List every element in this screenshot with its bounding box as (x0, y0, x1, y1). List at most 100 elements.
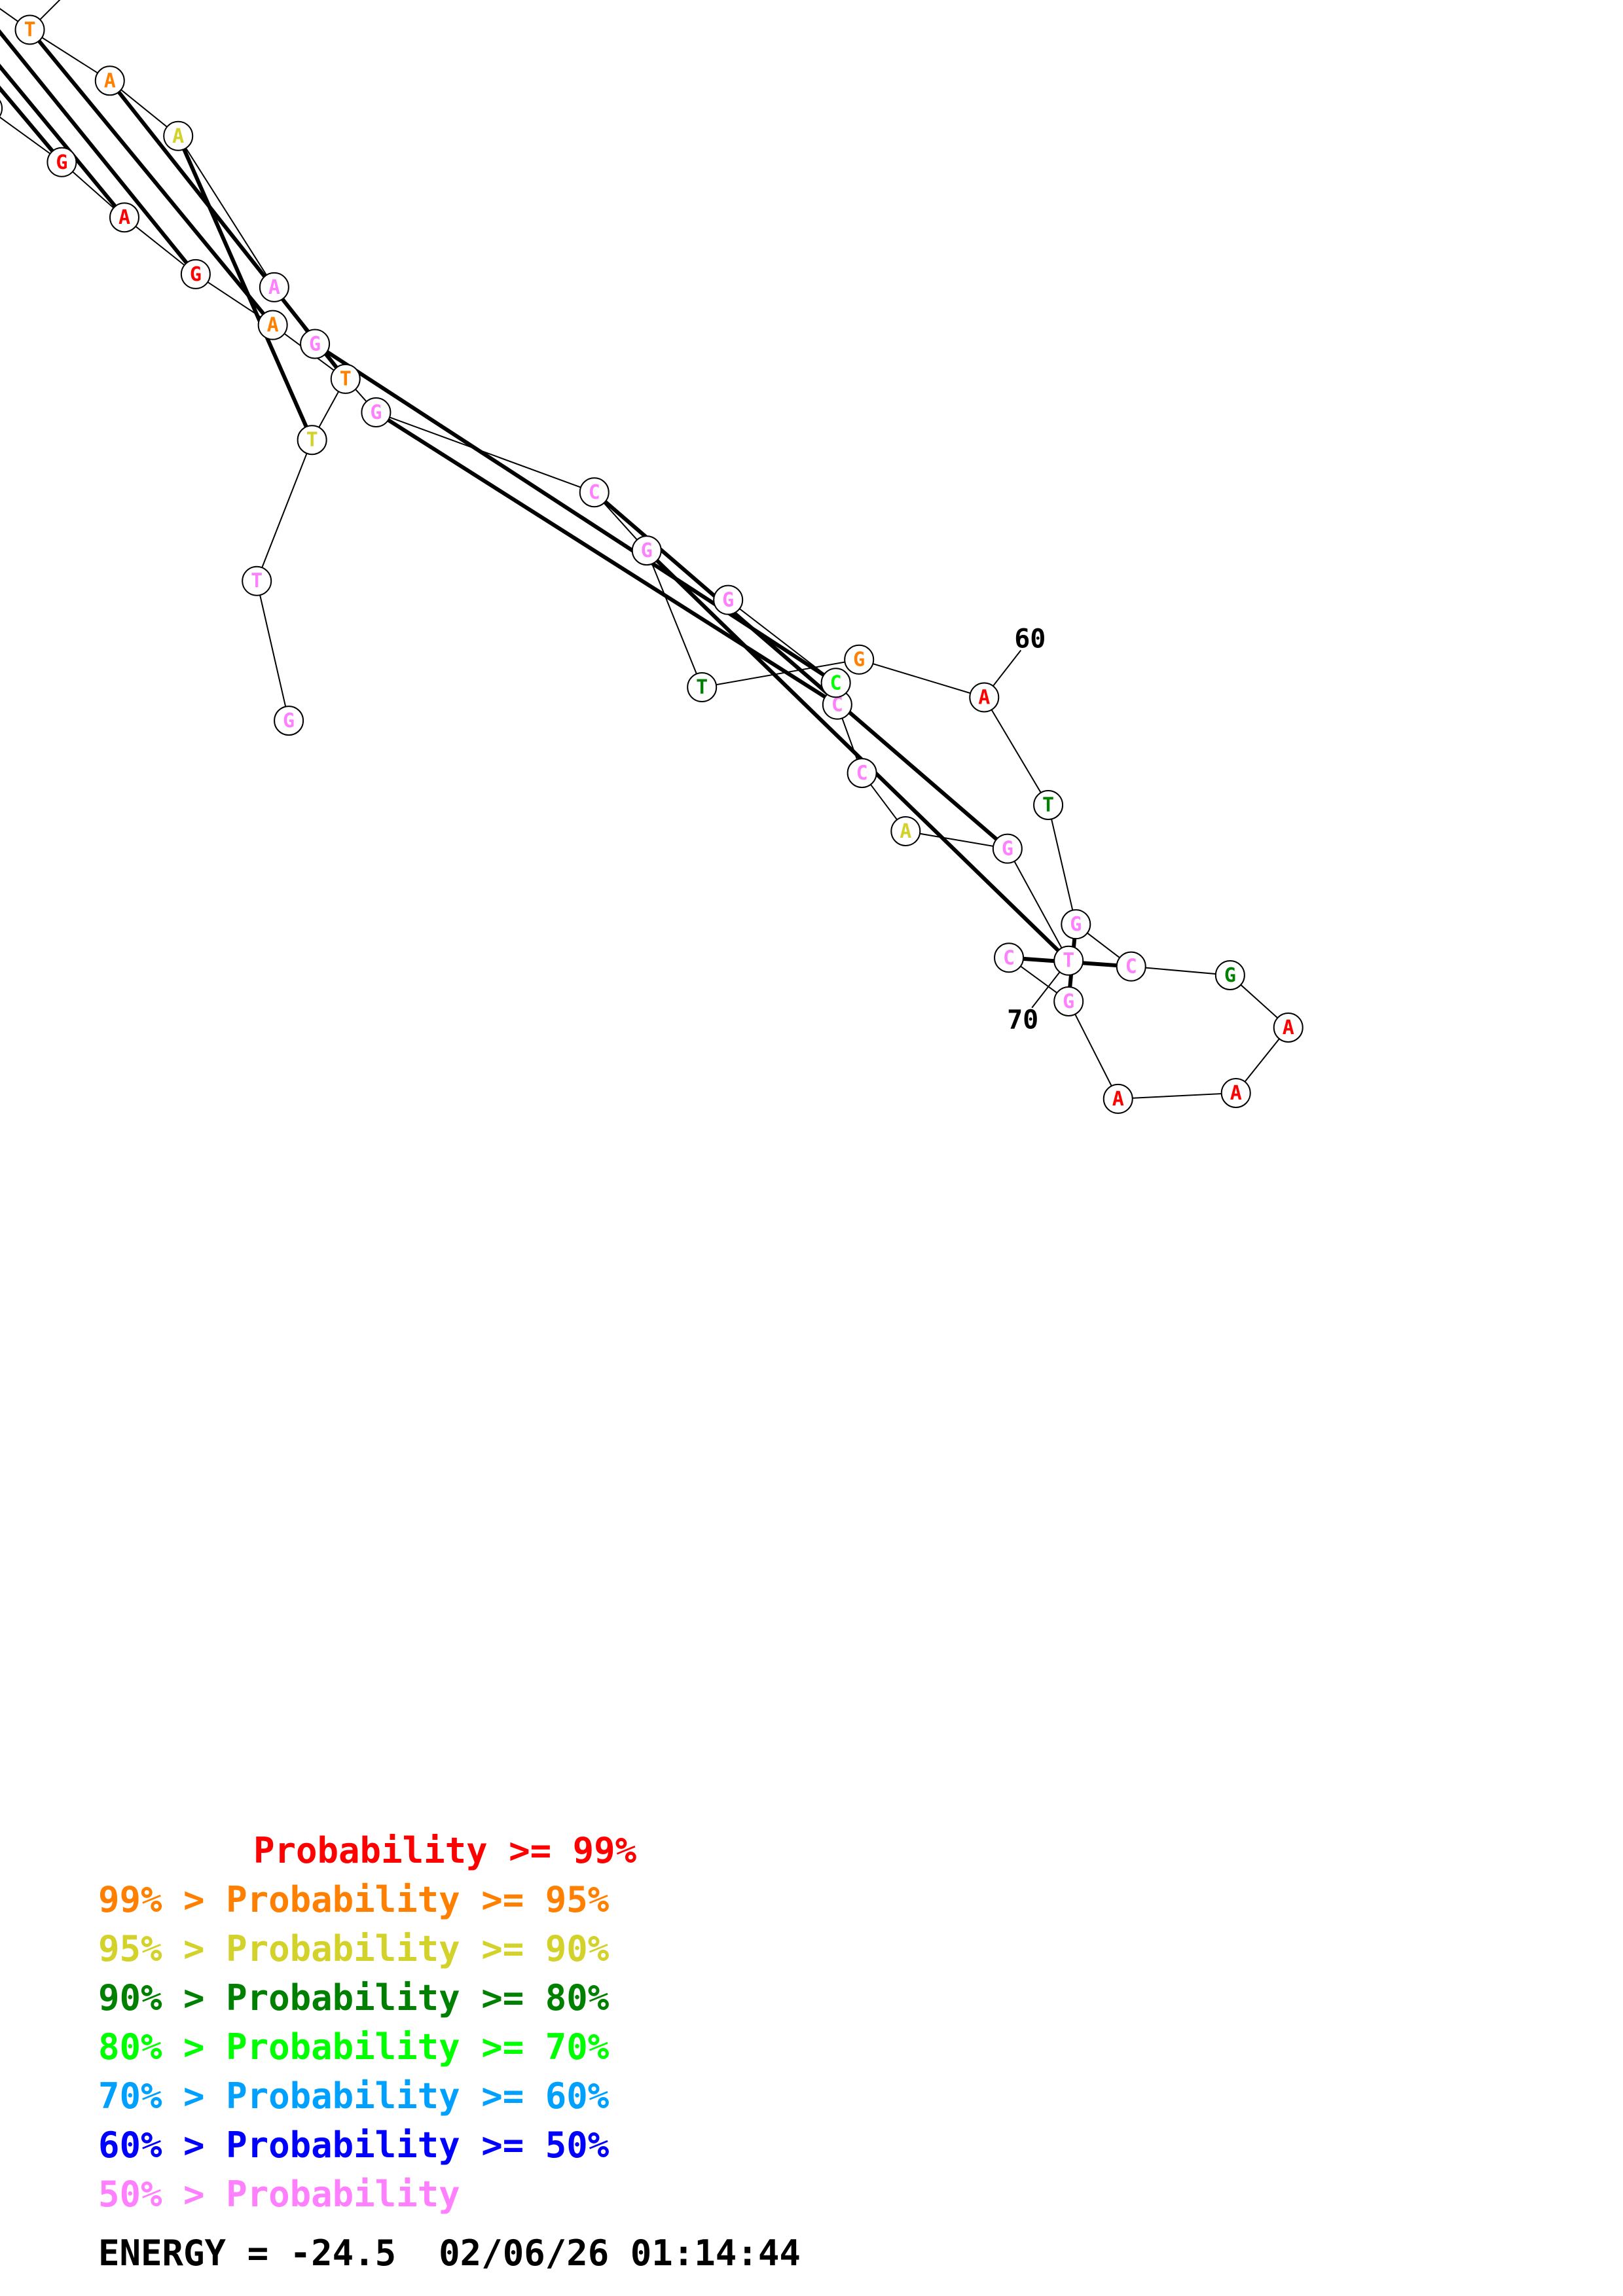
nucleotide-circle (109, 202, 139, 233)
legend-row-p99: Probability >= 99% (98, 1826, 636, 1875)
nucleotide-63: C (1116, 951, 1146, 982)
nucleotide-letter: G (1224, 964, 1236, 987)
base-pair-bond (0, 85, 54, 152)
nucleotide-6: G (180, 259, 211, 289)
nucleotide-letter: A (172, 125, 184, 148)
nucleotide-72: A (890, 816, 921, 846)
nucleotide-letter: C (831, 694, 843, 717)
nucleotide-8: G (46, 147, 77, 177)
legend-row-label: Probability >= 60% (226, 2075, 610, 2117)
legend-row-label: Probability >= 50% (226, 2125, 610, 2166)
nucleotide-circle (1033, 789, 1064, 820)
nucleotide-circle (46, 147, 77, 177)
legend-row-prefix: 80% > (98, 2026, 227, 2068)
nucleotide-circle (297, 425, 327, 456)
nucleotide-circle (1053, 986, 1084, 1016)
nucleotide-68: G (1053, 986, 1084, 1016)
nucleotide-letter: G (1002, 838, 1013, 861)
nucleotide-51: A (94, 65, 125, 96)
nucleotide-letter: A (900, 820, 911, 843)
nucleotide-circle (844, 644, 875, 675)
nucleotide-circle (631, 535, 662, 566)
nucleotide-60: A (969, 682, 1000, 713)
legend-row-prefix: 99% > (98, 1879, 227, 1920)
nucleotide-letter: G (190, 263, 202, 286)
backbone-line (0, 8, 1290, 1100)
nucleotide-letter: C (856, 762, 868, 785)
nucleotide-53: A (259, 272, 289, 302)
nucleotide-55: G (361, 397, 392, 427)
nucleotide-letter: A (1112, 1088, 1124, 1111)
nucleotide-circle (257, 310, 288, 340)
nucleotide-70: T (1053, 945, 1084, 976)
nucleotide-layer: GTTTAGAGTGAGGATTAAAATGAGCTGGGACTCATTTTAA… (0, 14, 1304, 1114)
nucleotide-letter: G (853, 649, 865, 672)
base-pair-bond (604, 500, 998, 841)
nucleotide-66: A (1220, 1077, 1251, 1108)
position-label-layer: 10203040506070 (29, 0, 1069, 1035)
nucleotide-circle (1273, 1012, 1304, 1043)
base-pair-bond (0, 63, 117, 208)
nucleotide-letter: G (370, 401, 382, 424)
nucleotide-letter: C (1003, 946, 1015, 969)
legend-row-prefix: 60% > (98, 2125, 227, 2166)
nucleotide-letter: A (119, 206, 130, 229)
legend-row-p70: 80% > Probability >= 70% (98, 2022, 609, 2072)
nucleotide-letter: G (722, 589, 734, 612)
nucleotide-letter: A (978, 687, 990, 709)
nucleotide-letter: G (283, 709, 295, 732)
nucleotide-circle (14, 14, 45, 45)
nucleotide-circle (242, 565, 272, 596)
nucleotide-5: A (257, 310, 288, 340)
nucleotide-circle (1061, 909, 1091, 940)
nucleotide-67: A (1103, 1083, 1133, 1114)
nucleotide-58: T (687, 672, 718, 702)
nucleotide-letter: G (309, 333, 321, 356)
nucleotide-4: T (330, 363, 361, 394)
legend-row-label: Probability >= 80% (226, 1977, 610, 2018)
legend-row-prefix: 50% > (98, 2174, 227, 2215)
nucleotide-circle (1053, 945, 1084, 976)
nucleotide-76: G (713, 584, 744, 615)
nucleotide-7: A (109, 202, 139, 233)
legend-row-p90: 95% > Probability >= 90% (98, 1924, 609, 1973)
backbone-layer (0, 8, 1290, 1100)
base-pair-bond (37, 39, 265, 315)
nucleotide-circle (890, 816, 921, 846)
nucleotide-69: C (994, 942, 1025, 973)
energy-label: ENERGY = -24.5 02/06/26 01:14:44 (98, 2233, 801, 2274)
nucleotide-circle (994, 942, 1025, 973)
base-pair-bond (655, 559, 1060, 952)
nucleotide-2: T (242, 565, 272, 596)
position-label-60: 60 (1014, 624, 1046, 655)
legend-row-label: Probability >= 95% (226, 1879, 610, 1920)
base-pair-bond (0, 29, 189, 264)
nucleotide-75: C (820, 668, 851, 698)
nucleotide-71: G (992, 833, 1023, 864)
nucleotide-circle (713, 584, 744, 615)
nucleotide-letter: T (1042, 794, 1054, 817)
legend-row-label: Probability >= 99% (253, 1830, 637, 1871)
nucleotide-letter: T (306, 429, 318, 452)
nucleotide-74: C (822, 689, 852, 720)
nucleotide-circle (1116, 951, 1146, 982)
nucleotide-letter: G (1070, 913, 1082, 936)
legend-row-label: Probability >= 70% (226, 2026, 610, 2068)
nucleotide-letter: T (340, 368, 352, 391)
nucleotide-59: G (844, 644, 875, 675)
legend-row-p60: 70% > Probability >= 60% (98, 2072, 609, 2121)
legend-row-prefix: 95% > (98, 1928, 227, 1969)
nucleotide-circle (361, 397, 392, 427)
nucleotide-circle (0, 99, 3, 117)
nucleotide-56: C (579, 477, 610, 508)
nucleotide-letter: T (1063, 950, 1074, 973)
base-pair-bond (387, 418, 826, 699)
legend-row-label: Probability (226, 2174, 460, 2215)
nucleotide-circle (992, 833, 1023, 864)
nucleotide-circle (274, 706, 304, 736)
nucleotide-circle (1214, 960, 1245, 990)
nucleotide-65: A (1273, 1012, 1304, 1043)
legend-row-p50: 60% > Probability >= 50% (98, 2121, 609, 2170)
nucleotide-circle (579, 477, 610, 508)
